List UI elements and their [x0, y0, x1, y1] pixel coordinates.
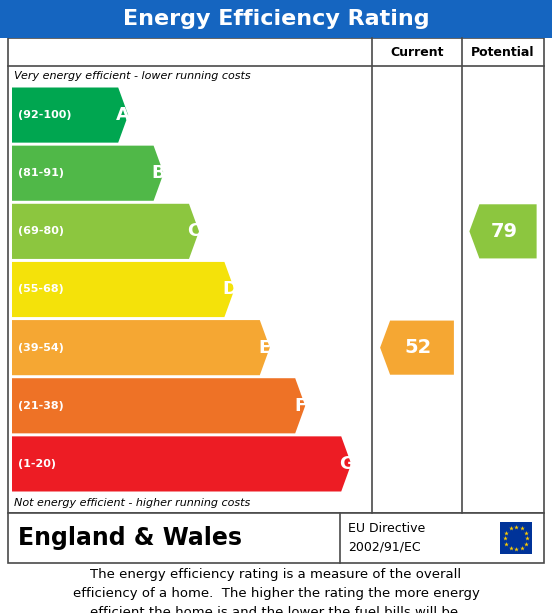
Text: B: B	[152, 164, 166, 182]
Text: Potential: Potential	[471, 45, 535, 58]
Text: Not energy efficient - higher running costs: Not energy efficient - higher running co…	[14, 498, 250, 508]
Polygon shape	[12, 146, 163, 201]
Polygon shape	[12, 262, 235, 317]
Bar	[8, 38, 544, 513]
Text: C: C	[187, 223, 200, 240]
Bar	[8, 513, 544, 563]
Text: D: D	[222, 281, 237, 299]
Text: England & Wales: England & Wales	[18, 526, 242, 550]
Polygon shape	[469, 204, 537, 259]
Bar	[0, 0, 552, 38]
Bar	[500, 522, 532, 554]
Text: E: E	[259, 338, 271, 357]
Polygon shape	[380, 321, 454, 375]
Polygon shape	[12, 320, 270, 375]
Text: (81-91): (81-91)	[18, 168, 64, 178]
Text: (39-54): (39-54)	[18, 343, 64, 352]
Text: The energy efficiency rating is a measure of the overall
efficiency of a home.  : The energy efficiency rating is a measur…	[72, 568, 480, 613]
Text: (55-68): (55-68)	[18, 284, 63, 294]
Text: (69-80): (69-80)	[18, 226, 64, 237]
Text: 79: 79	[491, 222, 518, 241]
Text: Very energy efficient - lower running costs: Very energy efficient - lower running co…	[14, 71, 251, 81]
Polygon shape	[12, 204, 199, 259]
Text: A: A	[116, 106, 130, 124]
Text: Energy Efficiency Rating: Energy Efficiency Rating	[123, 9, 429, 29]
Polygon shape	[12, 436, 351, 492]
Text: G: G	[339, 455, 354, 473]
Text: F: F	[294, 397, 306, 415]
Text: 52: 52	[405, 338, 432, 357]
Text: Current: Current	[390, 45, 444, 58]
Text: (21-38): (21-38)	[18, 401, 63, 411]
Text: EU Directive
2002/91/EC: EU Directive 2002/91/EC	[348, 522, 425, 554]
Polygon shape	[12, 88, 128, 143]
Text: (92-100): (92-100)	[18, 110, 72, 120]
Text: (1-20): (1-20)	[18, 459, 56, 469]
Polygon shape	[12, 378, 305, 433]
